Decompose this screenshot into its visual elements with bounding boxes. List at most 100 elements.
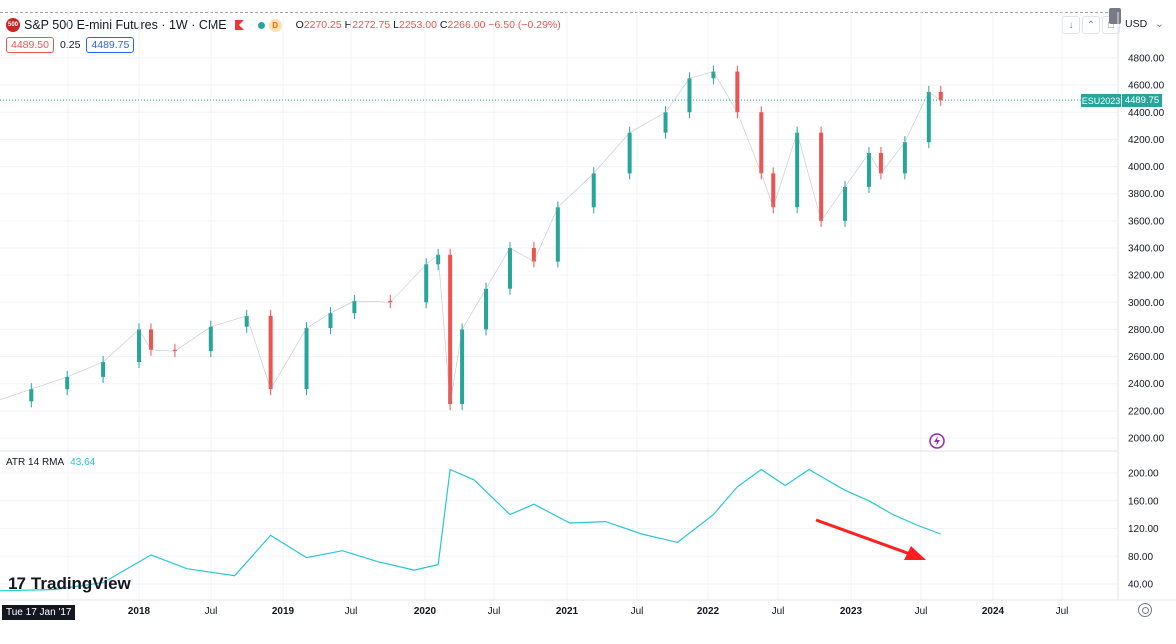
price-tick-label: 2200.00 [1128, 406, 1165, 417]
candle-body [101, 362, 106, 377]
close-label: C [439, 19, 448, 31]
symbol-title[interactable]: S&P 500 E-mini Futures · 1W · CME [24, 18, 227, 32]
price-path [0, 71, 941, 405]
last-price-label: 4489.75 [1122, 94, 1162, 107]
candle-body [148, 329, 153, 350]
candle-body [208, 326, 213, 352]
annotation-arrow[interactable] [815, 518, 926, 560]
event-marker-icon[interactable] [929, 433, 945, 449]
price-series [0, 65, 943, 411]
time-tick-label: Jul [772, 606, 785, 617]
time-tick-label: 2020 [414, 606, 437, 617]
atr-legend[interactable]: ATR 14 RMA 43.64 [6, 457, 95, 468]
candle-body [819, 132, 824, 221]
candle-body [663, 112, 668, 133]
sp500-logo-icon: 500 [6, 18, 20, 32]
atr-tick-label: 40.00 [1128, 580, 1153, 591]
buy-button[interactable]: 4489.75 [86, 37, 135, 53]
price-tick-label: 4600.00 [1128, 81, 1165, 92]
ohlc-values: O2270.25 H2272.75 L2253.00 C2266.00 −6.5… [296, 19, 561, 31]
price-tick-label: 2800.00 [1128, 325, 1165, 336]
bid-ask-row: 4489.50 0.25 4489.75 [6, 37, 135, 53]
candle-body [460, 329, 465, 405]
price-tick-label: 4000.00 [1128, 162, 1165, 173]
cursor-date-badge: Tue 17 Jan '17 [2, 605, 76, 620]
candle-body [268, 315, 273, 390]
ticker-label: ESU2023 [1081, 94, 1121, 107]
price-tick-label: 2600.00 [1128, 352, 1165, 363]
price-tick-label: 3800.00 [1128, 189, 1165, 200]
atr-tick-label: 80.00 [1128, 552, 1153, 563]
annotation-arrow-shaft [815, 518, 911, 556]
candle-body [484, 288, 489, 330]
settings-gear-icon[interactable] [1138, 603, 1152, 617]
candle-body [65, 376, 70, 390]
tradingview-logo[interactable]: 17 TradingView [8, 574, 131, 594]
market-open-dot-icon [257, 21, 265, 29]
candle-body [304, 328, 309, 390]
atr-tick-label: 160.00 [1128, 496, 1159, 507]
sell-button[interactable]: 4489.50 [6, 37, 54, 53]
time-tick-label: 2021 [556, 606, 579, 617]
candle-body [711, 71, 716, 79]
tradingview-logo-text: TradingView [30, 574, 131, 593]
candle-body [137, 329, 141, 362]
candle-body [771, 173, 776, 208]
time-tick-label: 2018 [128, 606, 151, 617]
time-axis[interactable]: Jul 2018 Jul 2019 Jul 2020 Jul 2021 Jul 2022 Jul 20… [62, 606, 1069, 617]
currency-selector[interactable]: USD ⌄ [1125, 18, 1164, 30]
candle-body [29, 389, 34, 402]
atr-axis[interactable]: 200.00 160.00 120.00 80.00 40.00 [1128, 469, 1159, 591]
candle-body [436, 254, 441, 265]
time-tick-label: 2023 [840, 606, 863, 617]
time-tick-label: Jul [1056, 606, 1069, 617]
candle-body [687, 78, 692, 113]
candle-body [926, 91, 931, 143]
price-tick-label: 4200.00 [1128, 135, 1165, 146]
top-divider [0, 12, 1118, 13]
time-tick-label: 2022 [697, 606, 720, 617]
price-tick-label: 2000.00 [1128, 434, 1165, 445]
close-value: 2266.00 [447, 19, 486, 31]
atr-tick-label: 120.00 [1128, 524, 1159, 535]
open-label: O [295, 19, 304, 31]
change-value: −6.50 (−0.29%) [488, 19, 561, 31]
spread-value: 0.25 [59, 39, 81, 51]
candle-body [795, 132, 800, 208]
price-tick-label: 4400.00 [1128, 108, 1165, 119]
atr-series [0, 468, 942, 592]
time-tick-label: 2019 [272, 606, 295, 617]
currency-label: USD [1125, 18, 1148, 30]
candle-body [902, 142, 907, 174]
price-axis[interactable]: 4800.00 4600.00 4400.00 4200.00 4000.00 3800.… [1128, 54, 1165, 445]
open-value: 2270.25 [303, 19, 342, 31]
price-tick-label: 3200.00 [1128, 271, 1165, 282]
high-label: H [344, 19, 353, 31]
time-tick-label: Jul [631, 606, 644, 617]
candle-body [866, 153, 871, 187]
atr-legend-label: ATR 14 RMA [6, 457, 65, 468]
price-tick-label: 3400.00 [1128, 244, 1165, 255]
delay-badge: D [268, 18, 282, 32]
time-tick-label: 2024 [982, 606, 1005, 617]
price-tick-label: 2400.00 [1128, 379, 1165, 390]
symbol-legend: 500 S&P 500 E-mini Futures · 1W · CME D … [6, 16, 561, 34]
collapse-icon[interactable]: ⌃ [1082, 16, 1100, 34]
candle-body [244, 315, 249, 327]
flag-icon[interactable] [234, 20, 244, 30]
candle-body [328, 313, 333, 329]
candle-body [531, 248, 536, 262]
candle-body [507, 248, 512, 289]
tradingview-logo-icon: 17 [8, 574, 26, 593]
chevron-down-icon: ⌄ [1155, 18, 1164, 30]
candle-body [938, 91, 943, 101]
atr-legend-value: 43.64 [70, 457, 96, 468]
candle-body [388, 300, 393, 303]
time-tick-label: Jul [345, 606, 358, 617]
low-label: L [393, 19, 399, 31]
candle-body [172, 349, 177, 352]
candle-body [591, 173, 596, 208]
candle-body [627, 132, 632, 174]
